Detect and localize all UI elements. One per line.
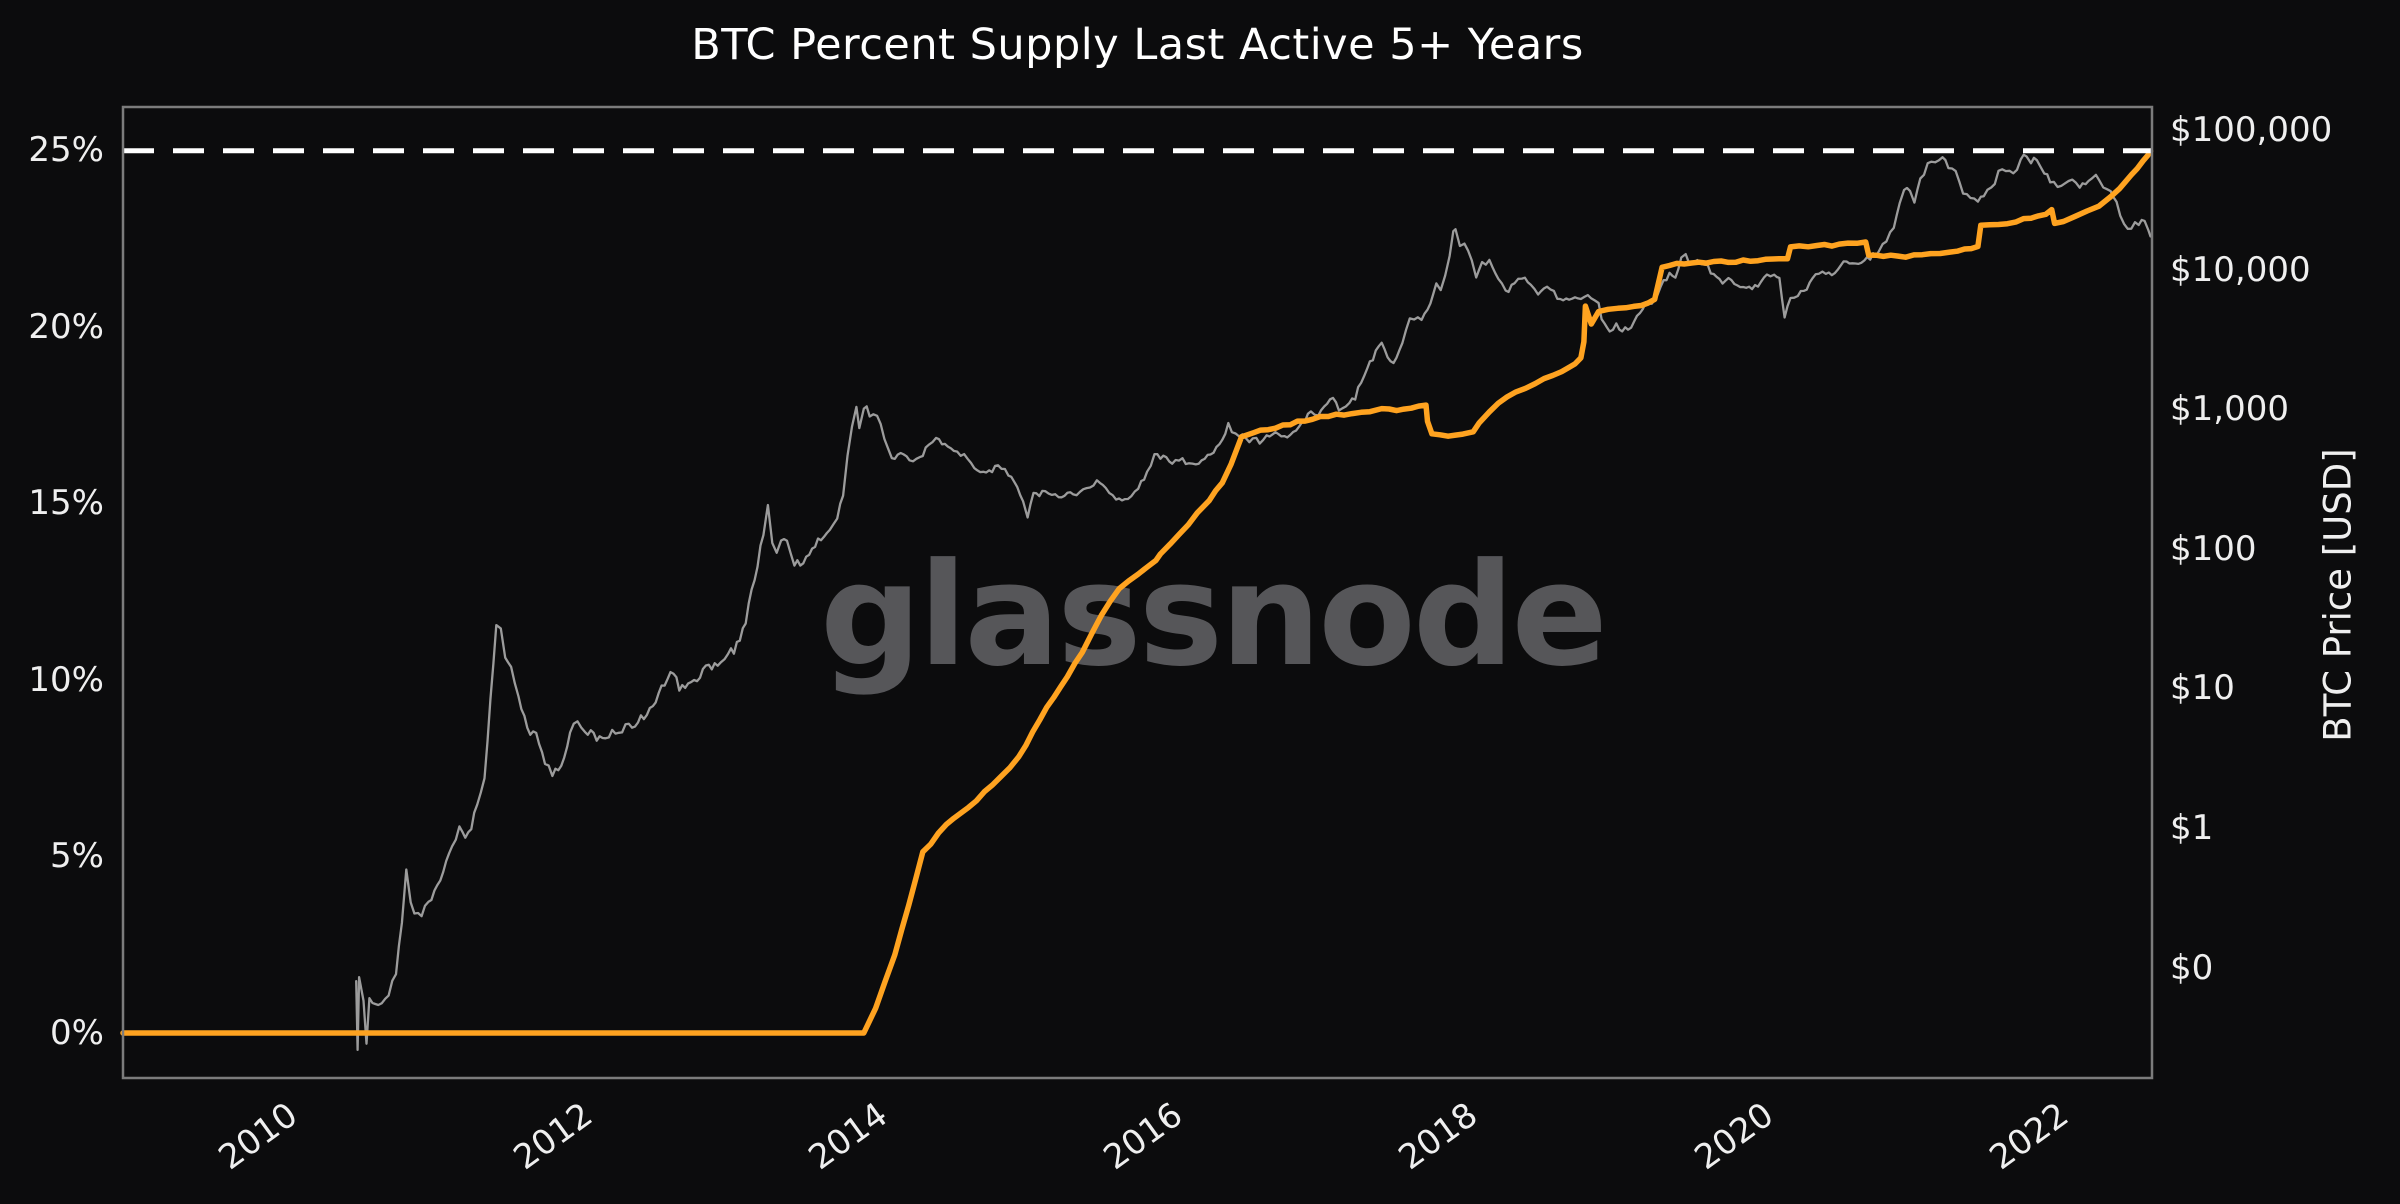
right-axis-tick-100: $100 bbox=[2170, 528, 2257, 569]
supply-last-active-5y-line bbox=[120, 148, 2154, 1036]
btc-price-line bbox=[355, 153, 2152, 1052]
right-axis-tick-10000: $10,000 bbox=[2170, 249, 2311, 290]
left-axis-tick-20: 20% bbox=[28, 306, 104, 347]
left-axis-tick-5: 5% bbox=[50, 836, 104, 877]
left-axis-tick-25: 25% bbox=[28, 130, 104, 170]
chart-title: BTC Percent Supply Last Active 5+ Years bbox=[691, 20, 1584, 70]
right-axis-tick-1: $1 bbox=[2170, 808, 2214, 848]
left-axis-tick-10: 10% bbox=[28, 659, 104, 700]
right-axis-tick-10: $10 bbox=[2170, 668, 2235, 709]
right-axis-tick-1000: $1,000 bbox=[2170, 389, 2289, 430]
glassnode-watermark: glassnode bbox=[820, 533, 1608, 698]
left-axis-tick-15: 15% bbox=[28, 483, 104, 524]
right-axis-tick-100000: $100,000 bbox=[2170, 110, 2333, 150]
right-axis-title: BTC Price [USD] bbox=[2316, 448, 2360, 742]
plot-border bbox=[121, 105, 2154, 1080]
left-axis-tick-0: 0% bbox=[50, 1013, 104, 1053]
right-axis-tick-0: $0 bbox=[2170, 947, 2214, 988]
